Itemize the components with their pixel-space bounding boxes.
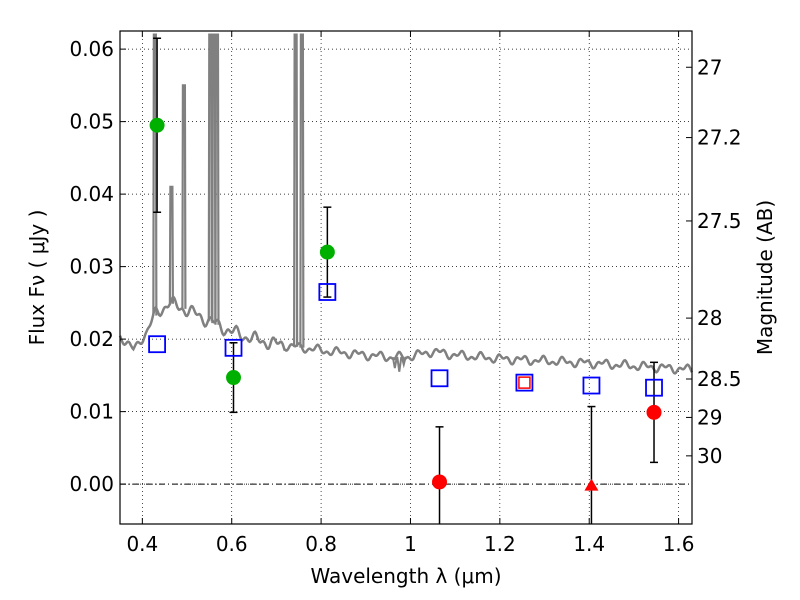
emission-line <box>207 33 213 322</box>
plot-frame <box>119 30 693 525</box>
y-tick-label: 0.03 <box>69 255 114 279</box>
right-tick-label: 28.5 <box>697 367 742 391</box>
x-tick-label: 0.8 <box>305 532 337 556</box>
model-flux-square <box>318 283 337 301</box>
y-axis-right-label: Magnitude (AB) <box>753 200 777 355</box>
spectrum-continuum <box>118 295 694 375</box>
model-flux-square <box>645 378 663 397</box>
model-flux-square <box>224 338 243 357</box>
y-tick-label: 0.05 <box>69 110 114 134</box>
x-axis-label: Wavelength λ (μm) <box>310 564 501 588</box>
emission-line <box>299 33 305 348</box>
x-tick-label: 0.4 <box>126 532 158 556</box>
absorption-feature <box>400 356 407 369</box>
emission-line <box>168 185 174 304</box>
emission-line <box>214 33 220 325</box>
error-bars <box>153 37 659 524</box>
y-tick-label: 0.00 <box>69 472 114 496</box>
right-tick-label: 27.2 <box>697 126 742 150</box>
model-flux-square <box>515 373 534 392</box>
x-tick-label: 0.6 <box>216 532 248 556</box>
right-tick-label: 27 <box>697 55 722 79</box>
data-markers <box>148 117 663 491</box>
model-spectrum <box>118 33 694 375</box>
data-point-circle <box>149 117 165 133</box>
x-tick-label: 1.4 <box>573 532 605 556</box>
model-flux-square-small <box>518 376 531 389</box>
emission-line <box>152 33 158 316</box>
right-tick-label: 29 <box>697 405 722 429</box>
right-tick-label: 28 <box>697 306 722 330</box>
absorption-feature <box>396 356 403 372</box>
x-tick-label: 1 <box>404 532 417 556</box>
model-flux-square <box>582 376 601 395</box>
emission-line <box>293 33 299 347</box>
x-tick-label: 1.2 <box>484 532 516 556</box>
x-tick-label: 1.6 <box>663 532 695 556</box>
y-tick-label: 0.04 <box>69 182 114 206</box>
data-point-circle <box>319 244 335 260</box>
y-tick-label: 0.06 <box>69 37 114 61</box>
model-flux-square <box>148 335 166 354</box>
absorption-feature <box>391 356 398 369</box>
right-tick-label: 27.5 <box>697 209 742 233</box>
y-axis-label: Flux Fν ( μJy ) <box>25 210 49 346</box>
right-tick-label: 30 <box>697 444 722 468</box>
grid <box>120 31 692 524</box>
data-point-circle <box>432 474 448 490</box>
y-tick-label: 0.01 <box>69 400 114 424</box>
y-tick-label: 0.02 <box>69 327 114 351</box>
data-point-circle <box>646 404 662 420</box>
model-flux-square <box>430 369 449 388</box>
ticks: 0.4 0.6 0.8 1 1.2 1.4 1.6 0.00 0.01 0.02 0.03 0.04 0… <box>69 31 742 556</box>
data-point-circle <box>226 370 242 386</box>
emission-line <box>181 84 187 309</box>
upper-limit-triangle <box>584 478 599 491</box>
